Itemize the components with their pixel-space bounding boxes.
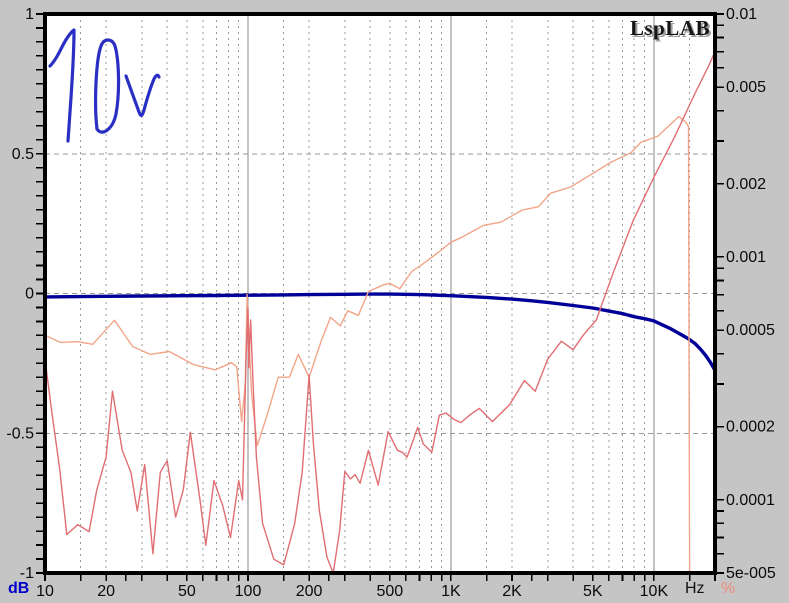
- right-tick-label: 0.01: [726, 6, 757, 23]
- x-tick-label: 2K: [502, 583, 522, 600]
- plot-border: [43, 12, 717, 575]
- right-tick-label: 0.0002: [726, 419, 775, 436]
- axis-ticks: [36, 13, 724, 581]
- right-tick-label: 0.002: [726, 176, 766, 193]
- x-tick-label: 1K: [441, 583, 461, 600]
- right-tick-label: 0.0001: [726, 492, 775, 509]
- x-tick-label: 10K: [640, 583, 669, 600]
- right-tick-label: 0.005: [726, 79, 766, 96]
- axis-labels: 10 20 50 100 200 500 1K 2K 5K 10K 1 0.5 0 -0.5 -1 0.01 0…: [6, 6, 776, 600]
- left-tick-label: 1: [25, 6, 34, 23]
- x-tick-label: 10: [36, 583, 54, 600]
- right-tick-label: 0.001: [726, 249, 766, 266]
- x-tick-label: 500: [376, 583, 403, 600]
- annotation-ink-stroke: [124, 73, 161, 118]
- x-tick-label: 100: [235, 583, 262, 600]
- left-tick-label: -0.5: [6, 425, 34, 442]
- left-axis-unit-label: dB: [8, 580, 30, 597]
- series-distortion-smooth: [44, 115, 691, 574]
- series-frequency-response: [43, 292, 717, 373]
- x-tick-label: 20: [97, 583, 115, 600]
- right-tick-label: 5e-005: [726, 565, 776, 582]
- x-tick-label: 5K: [583, 583, 603, 600]
- x-tick-label: 50: [178, 583, 196, 600]
- left-tick-label: 0.5: [12, 146, 34, 163]
- left-tick-label: -1: [20, 565, 34, 582]
- x-axis-unit-label: Hz: [685, 580, 705, 597]
- app-logo: LspLAB: [629, 16, 710, 40]
- left-tick-label: 0: [25, 286, 34, 303]
- right-tick-label: 0.0005: [726, 322, 775, 339]
- series-distortion-jagged: [44, 50, 716, 574]
- x-tick-label: 200: [296, 583, 323, 600]
- annotation-ink-stroke: [48, 28, 76, 143]
- annotation-ink-stroke: [93, 38, 121, 134]
- handwritten-annotation: [48, 28, 161, 143]
- right-axis-unit-label: %: [721, 580, 736, 597]
